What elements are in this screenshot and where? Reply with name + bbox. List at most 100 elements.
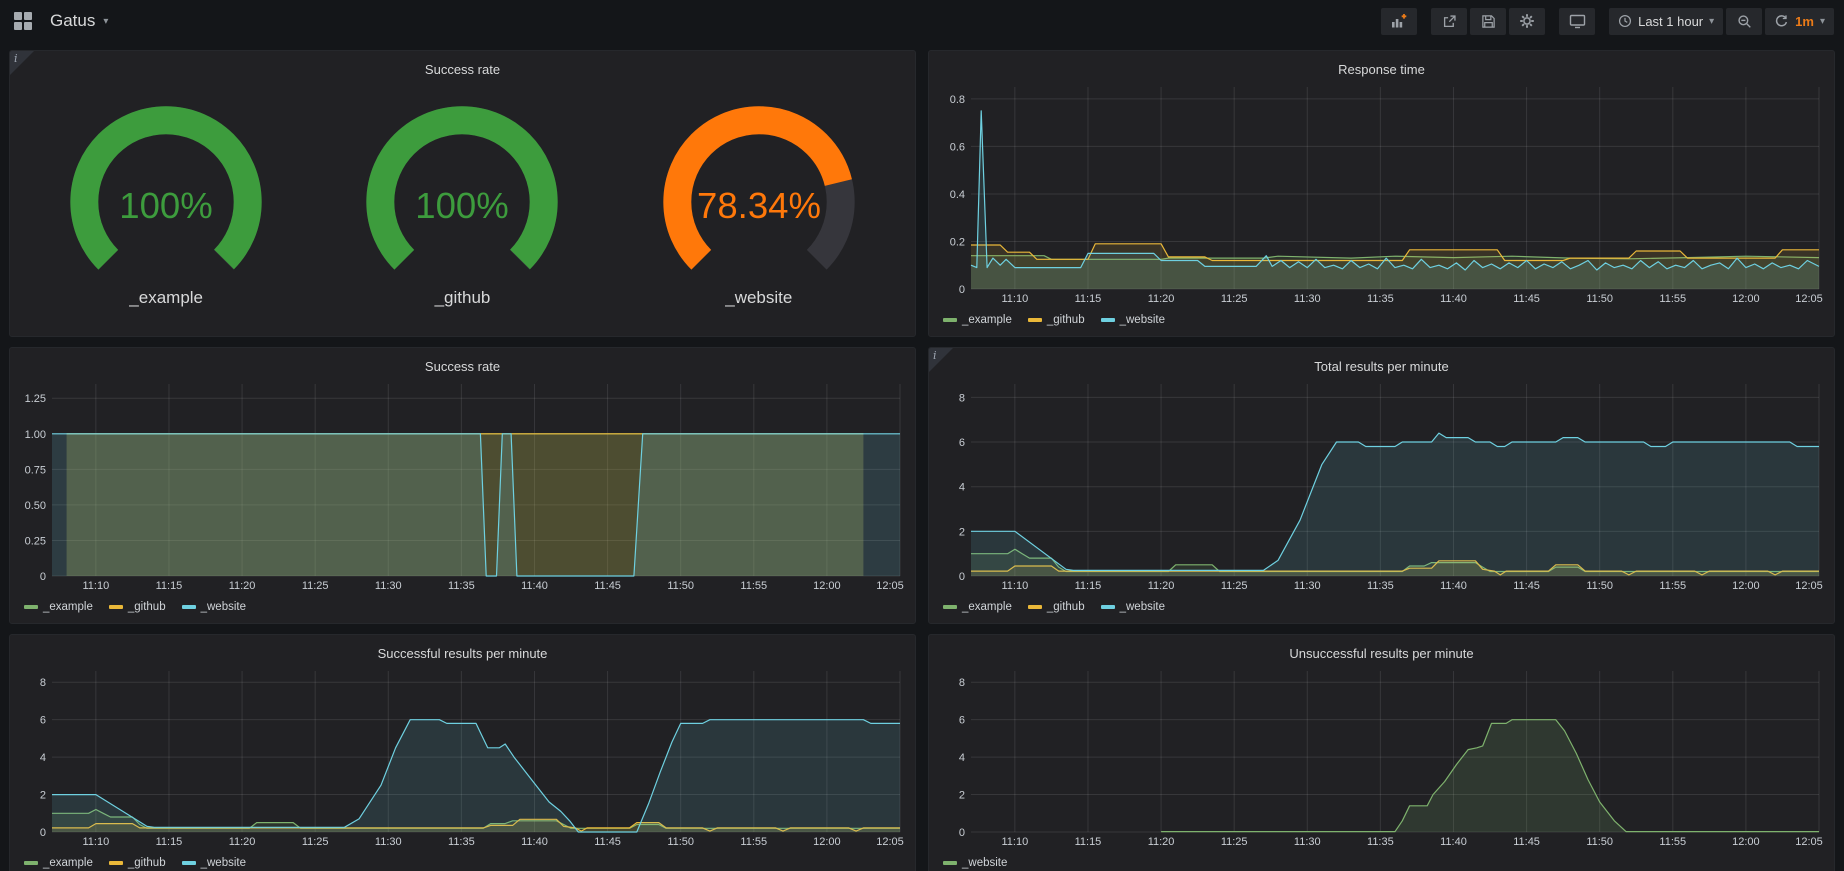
legend-item-_example[interactable]: _example [943, 601, 1012, 613]
svg-text:6: 6 [959, 715, 965, 727]
legend-swatch [1028, 605, 1042, 609]
legend-item-_example[interactable]: _example [943, 314, 1012, 326]
panel-title[interactable]: Total results per minute [937, 356, 1826, 378]
svg-text:11:10: 11:10 [1002, 580, 1029, 592]
time-range-picker[interactable]: Last 1 hour ▾ [1609, 8, 1723, 35]
svg-text:11:30: 11:30 [375, 836, 402, 848]
legend-item-_example[interactable]: _example [24, 601, 93, 613]
svg-text:11:25: 11:25 [302, 836, 329, 848]
svg-text:11:50: 11:50 [1586, 836, 1613, 848]
svg-text:12:05: 12:05 [1795, 836, 1823, 848]
legend-swatch [24, 605, 38, 609]
total-results-graph[interactable]: 11:1011:1511:2011:2511:3011:3511:4011:45… [937, 378, 1826, 598]
chevron-down-icon: ▾ [1709, 16, 1714, 27]
legend-item-_website[interactable]: _website [182, 601, 246, 613]
response-time-graph[interactable]: 11:1011:1511:2011:2511:3011:3511:4011:45… [937, 81, 1826, 311]
add-panel-button[interactable] [1381, 8, 1417, 35]
svg-text:8: 8 [40, 677, 46, 689]
gear-icon [1519, 13, 1535, 29]
unsuccessful-results-legend: _website [937, 854, 1826, 871]
successful-results-graph[interactable]: 11:1011:1511:2011:2511:3011:3511:4011:45… [18, 665, 907, 854]
legend-item-_website[interactable]: _website [1101, 314, 1165, 326]
svg-text:11:55: 11:55 [1659, 836, 1686, 848]
svg-text:11:30: 11:30 [375, 580, 402, 592]
success-rate-graph[interactable]: 11:1011:1511:2011:2511:3011:3511:4011:45… [18, 378, 907, 598]
svg-text:11:55: 11:55 [740, 580, 767, 592]
svg-text:0: 0 [959, 571, 965, 583]
chevron-down-icon: ▾ [103, 16, 108, 27]
svg-text:1.25: 1.25 [25, 393, 46, 405]
share-button[interactable] [1431, 8, 1467, 35]
svg-text:11:40: 11:40 [1440, 293, 1467, 305]
share-icon [1442, 14, 1457, 29]
save-button[interactable] [1470, 8, 1506, 35]
panel-title[interactable]: Response time [937, 59, 1826, 81]
panel-success-rate-graph: Success rate 11:1011:1511:2011:2511:3011… [9, 347, 916, 624]
gauge-_website: 78.34%_website [630, 103, 888, 308]
panel-successful-results: Successful results per minute 11:10 11:15… [9, 634, 916, 871]
unsuccessful-results-graph[interactable]: 11:1011:1511:2011:2511:3011:3511:4011:45… [937, 665, 1826, 854]
svg-text:11:50: 11:50 [1586, 580, 1613, 592]
svg-text:0.8: 0.8 [950, 94, 965, 106]
svg-text:11:20: 11:20 [229, 580, 256, 592]
svg-text:4: 4 [959, 752, 965, 764]
tv-mode-button[interactable] [1559, 8, 1595, 35]
svg-text:11:30: 11:30 [1294, 580, 1321, 592]
panel-total-results: i Total results per minute 11:1011:1511:… [928, 347, 1835, 624]
panel-title[interactable]: Success rate [18, 356, 907, 378]
svg-text:11:45: 11:45 [594, 836, 621, 848]
panel-info-icon[interactable]: i [929, 348, 953, 372]
svg-text:11:20: 11:20 [229, 836, 256, 848]
svg-text:12:05: 12:05 [1795, 293, 1823, 305]
svg-text:11:40: 11:40 [521, 580, 548, 592]
legend-item-_github[interactable]: _github [109, 857, 166, 869]
panel-info-icon[interactable]: i [10, 51, 34, 75]
svg-text:11:45: 11:45 [1513, 293, 1540, 305]
chevron-down-icon: ▾ [1820, 16, 1825, 27]
svg-text:11:45: 11:45 [594, 580, 621, 592]
svg-text:11:10: 11:10 [83, 836, 110, 848]
svg-text:6: 6 [40, 715, 46, 727]
monitor-icon [1569, 13, 1586, 29]
dashboards-grid-icon[interactable] [14, 12, 32, 30]
svg-text:11:15: 11:15 [1075, 293, 1102, 305]
svg-text:12:05: 12:05 [876, 580, 904, 592]
zoom-out-button[interactable] [1726, 8, 1762, 35]
svg-text:0: 0 [959, 827, 965, 839]
svg-text:11:40: 11:40 [1440, 836, 1467, 848]
legend-label: _example [43, 601, 93, 613]
dashboard-title-dropdown[interactable]: Gatus ▾ [44, 10, 114, 32]
legend-item-_website[interactable]: _website [1101, 601, 1165, 613]
svg-text:11:15: 11:15 [156, 836, 183, 848]
settings-button[interactable] [1509, 8, 1545, 35]
legend-label: _website [201, 601, 246, 613]
svg-text:11:55: 11:55 [740, 836, 767, 848]
svg-text:2: 2 [959, 790, 965, 802]
clock-icon [1618, 14, 1632, 28]
svg-text:12:05: 12:05 [1795, 580, 1823, 592]
svg-text:11:35: 11:35 [1367, 580, 1394, 592]
refresh-button[interactable]: 1m ▾ [1765, 8, 1834, 35]
svg-text:0.6: 0.6 [950, 141, 965, 153]
panel-title[interactable]: Unsuccessful results per minute [937, 643, 1826, 665]
svg-text:11:30: 11:30 [1294, 293, 1321, 305]
legend-item-_github[interactable]: _github [109, 601, 166, 613]
legend-item-_website[interactable]: _website [943, 857, 1007, 869]
legend-swatch [1101, 318, 1115, 322]
legend-item-_example[interactable]: _example [24, 857, 93, 869]
gauge-label: _example [129, 288, 203, 308]
svg-text:11:50: 11:50 [667, 580, 694, 592]
legend-label: _example [962, 601, 1012, 613]
svg-text:0.50: 0.50 [25, 500, 46, 512]
legend-item-_website[interactable]: _website [182, 857, 246, 869]
success-rate-gauges: 100%_example100%_github78.34%_website [18, 83, 907, 328]
panel-title[interactable]: Success rate [18, 59, 907, 83]
panel-title[interactable]: Successful results per minute [18, 643, 907, 665]
legend-swatch [943, 861, 957, 865]
svg-text:11:15: 11:15 [1075, 836, 1102, 848]
legend-item-_github[interactable]: _github [1028, 601, 1085, 613]
legend-item-_github[interactable]: _github [1028, 314, 1085, 326]
svg-text:12:00: 12:00 [1732, 293, 1760, 305]
svg-text:4: 4 [959, 482, 965, 494]
svg-text:11:40: 11:40 [521, 836, 548, 848]
